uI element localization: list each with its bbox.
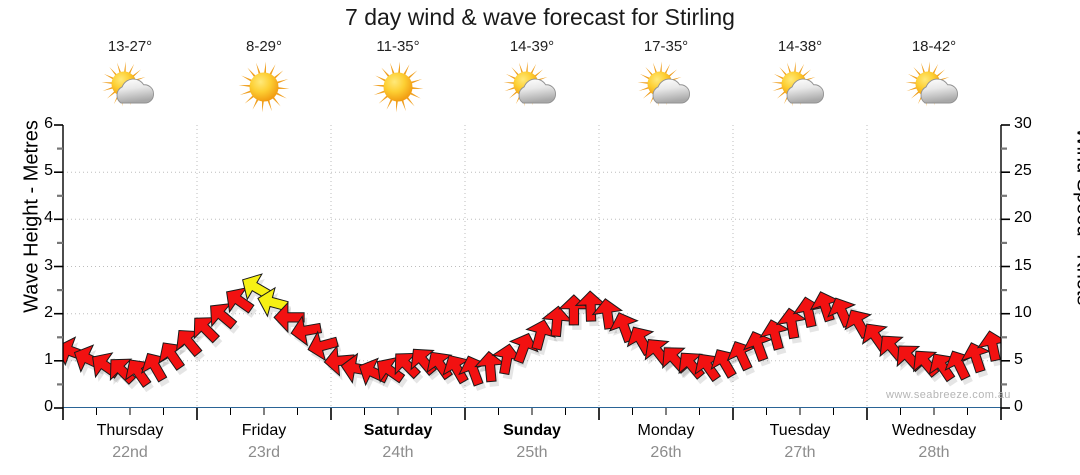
wind-arrow [273, 301, 305, 334]
wind-arrow [508, 332, 539, 364]
day-header-monday: 17-35° [599, 38, 733, 118]
wind-arrow [759, 319, 791, 351]
wind-arrow [976, 330, 1001, 362]
left-tick-label: 2 [44, 303, 53, 321]
day-label-saturday: Saturday 24th [331, 420, 465, 468]
right-tick-label: 25 [1014, 162, 1032, 180]
day-date: 28th [918, 444, 950, 461]
sun-behind-cloud-icon [99, 59, 161, 115]
wind-arrow-plot [63, 125, 1001, 408]
day-label-monday: Monday 26th [599, 420, 733, 468]
day-label-sunday: Sunday 25th [465, 420, 599, 468]
right-tick-label: 10 [1014, 303, 1032, 321]
plot-area [63, 125, 1001, 408]
wind-arrow [960, 342, 991, 374]
day-footer-row: Thursday 22nd Friday 23rd Saturday 24th Sunday… [63, 420, 1001, 468]
day-name: Tuesday [769, 422, 831, 439]
day-header-tuesday: 14-38° [733, 38, 867, 118]
day-name: Friday [241, 422, 287, 439]
right-axis-title: Wind Speed - Knots [1072, 127, 1080, 306]
wind-arrow-layer [63, 273, 1001, 388]
wind-arrow [525, 319, 556, 351]
day-name: Saturday [363, 422, 433, 439]
temperature-range: 8-29° [245, 38, 283, 55]
day-header-sunday: 14-39° [465, 38, 599, 118]
day-date: 25th [516, 444, 548, 461]
wind-arrow [742, 330, 773, 363]
temperature-range: 18-42° [911, 38, 957, 55]
day-label-tuesday: Tuesday 27th [733, 420, 867, 468]
day-name: Monday [637, 422, 695, 439]
right-tick-label: 5 [1014, 350, 1023, 368]
wind-arrow [775, 307, 808, 340]
left-tick-label: 4 [44, 209, 53, 227]
left-tick-label: 0 [44, 398, 53, 415]
left-tick-label: 6 [44, 115, 53, 132]
right-tick-label: 30 [1014, 115, 1032, 132]
right-tick-label: 15 [1014, 256, 1032, 274]
day-date: 27th [784, 444, 816, 461]
day-label-friday: Friday 23rd [197, 420, 331, 468]
wind-arrow [726, 340, 756, 372]
left-tick-label: 1 [44, 350, 53, 368]
watermark: www.seabreeze.com.au [886, 389, 1011, 401]
day-date: 23rd [247, 444, 281, 461]
day-name: Sunday [503, 422, 561, 439]
temperature-range: 13-27° [107, 38, 153, 55]
right-tick-label: 0 [1014, 398, 1023, 415]
page-title: 7 day wind & wave forecast for Stirling [345, 4, 735, 30]
left-tick-label: 5 [44, 162, 53, 180]
temperature-range: 17-35° [643, 38, 689, 55]
temperature-range: 11-35° [376, 38, 420, 55]
sun-behind-cloud-icon [635, 59, 697, 115]
left-tick-label: 3 [44, 256, 53, 274]
sun-behind-cloud-icon [501, 59, 563, 115]
wind-arrow [591, 298, 624, 330]
wind-arrow [290, 315, 323, 347]
day-header-thursday: 13-27° [63, 38, 197, 118]
sun-icon [233, 59, 295, 115]
sun-behind-cloud-icon [903, 59, 965, 115]
temperature-range: 14-39° [509, 38, 555, 55]
day-header-friday: 8-29° [197, 38, 331, 118]
sun-behind-cloud-icon [769, 59, 831, 115]
day-label-wednesday: Wednesday 28th [867, 420, 1001, 468]
day-date: 22nd [112, 444, 148, 461]
wind-arrow [307, 330, 339, 362]
right-tick-label: 20 [1014, 209, 1032, 227]
day-name: Wednesday [891, 422, 977, 439]
day-date: 26th [650, 444, 682, 461]
day-label-thursday: Thursday 22nd [63, 420, 197, 468]
gridlines [63, 125, 1001, 408]
sun-icon [367, 59, 429, 115]
wind-arrow [158, 342, 186, 371]
day-date: 24th [382, 444, 414, 461]
day-name: Thursday [96, 422, 164, 439]
day-header-row: 13-27° 8-29° 11-35° [63, 38, 1001, 118]
temperature-range: 14-38° [777, 38, 823, 55]
day-header-saturday: 11-35° [331, 38, 465, 118]
day-header-wednesday: 18-42° [867, 38, 1001, 118]
